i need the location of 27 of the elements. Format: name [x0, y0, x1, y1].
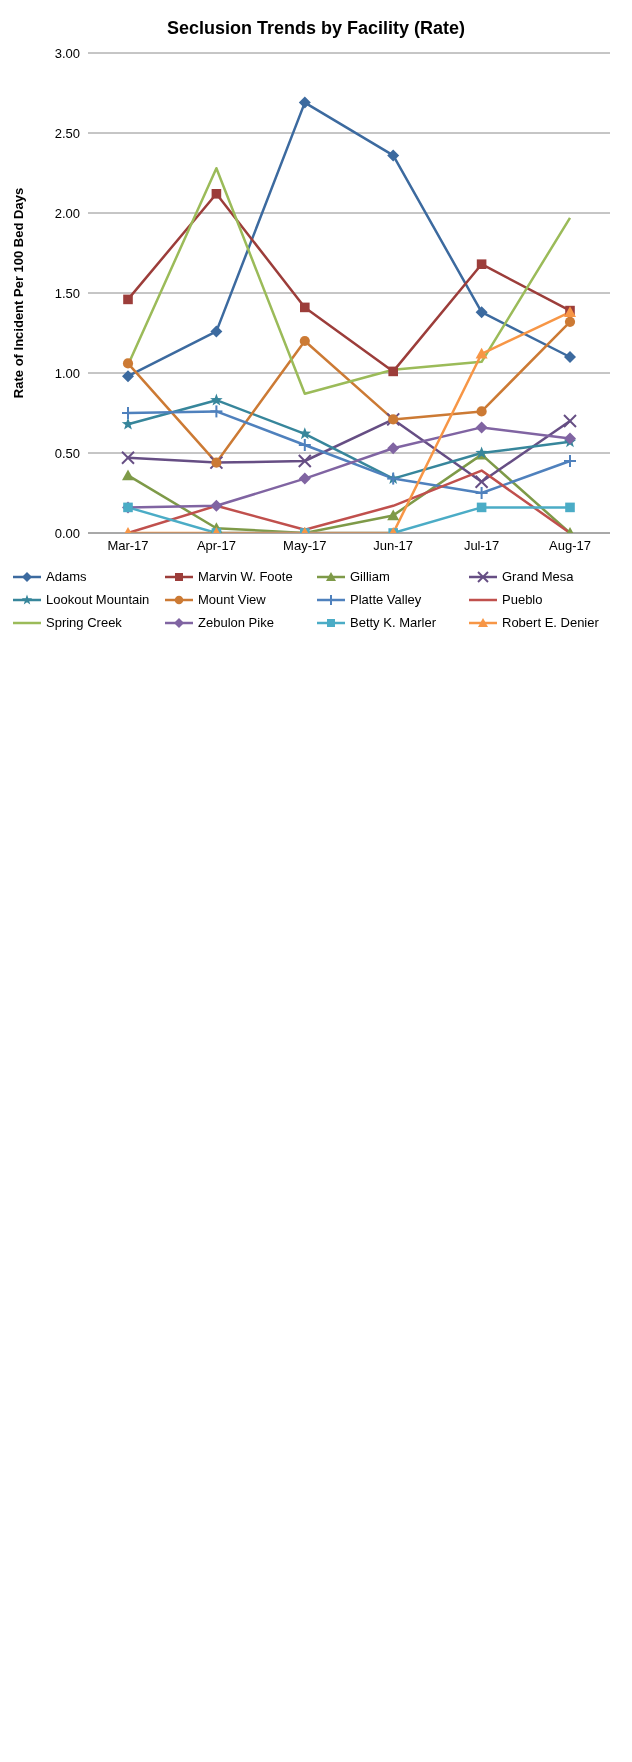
y-axis-title: Rate of Incident Per 100 Bed Days [10, 187, 26, 399]
y-tick-label: 3.00 [54, 45, 80, 61]
legend-label: Zebulon Pike [198, 615, 274, 630]
legend-label: Pueblo [502, 592, 543, 607]
legend-label: Spring Creek [46, 615, 122, 630]
legend-label: Marvin W. Foote [198, 569, 293, 584]
y-tick-label: 2.50 [54, 125, 80, 141]
x-tick-label: Mar-17 [107, 538, 149, 554]
x-tick-label: Jul-17 [463, 538, 500, 554]
x-tick-label: Apr-17 [196, 538, 236, 554]
legend-label: Gilliam [350, 569, 390, 584]
legend-label: Adams [46, 569, 87, 584]
y-tick-label: 1.00 [54, 365, 80, 381]
y-tick-label: 1.50 [54, 285, 80, 301]
legend-label: Lookout Mountain [46, 592, 150, 607]
legend-label: Betty K. Marler [350, 615, 436, 630]
y-tick-label: 2.00 [54, 205, 80, 221]
legend-label: Platte Valley [350, 592, 422, 607]
y-tick-label: 0.50 [54, 445, 80, 461]
legend-label: Robert E. Denier [502, 615, 599, 630]
legend-label: Mount View [198, 592, 266, 607]
y-tick-label: 0.00 [54, 525, 80, 541]
x-tick-label: Jun-17 [373, 538, 414, 554]
chart-title: Seclusion Trends by Facility (Rate) [165, 17, 467, 40]
x-tick-label: Aug-17 [549, 538, 591, 554]
legend-label: Grand Mesa [502, 569, 574, 584]
x-tick-label: May-17 [283, 538, 327, 554]
